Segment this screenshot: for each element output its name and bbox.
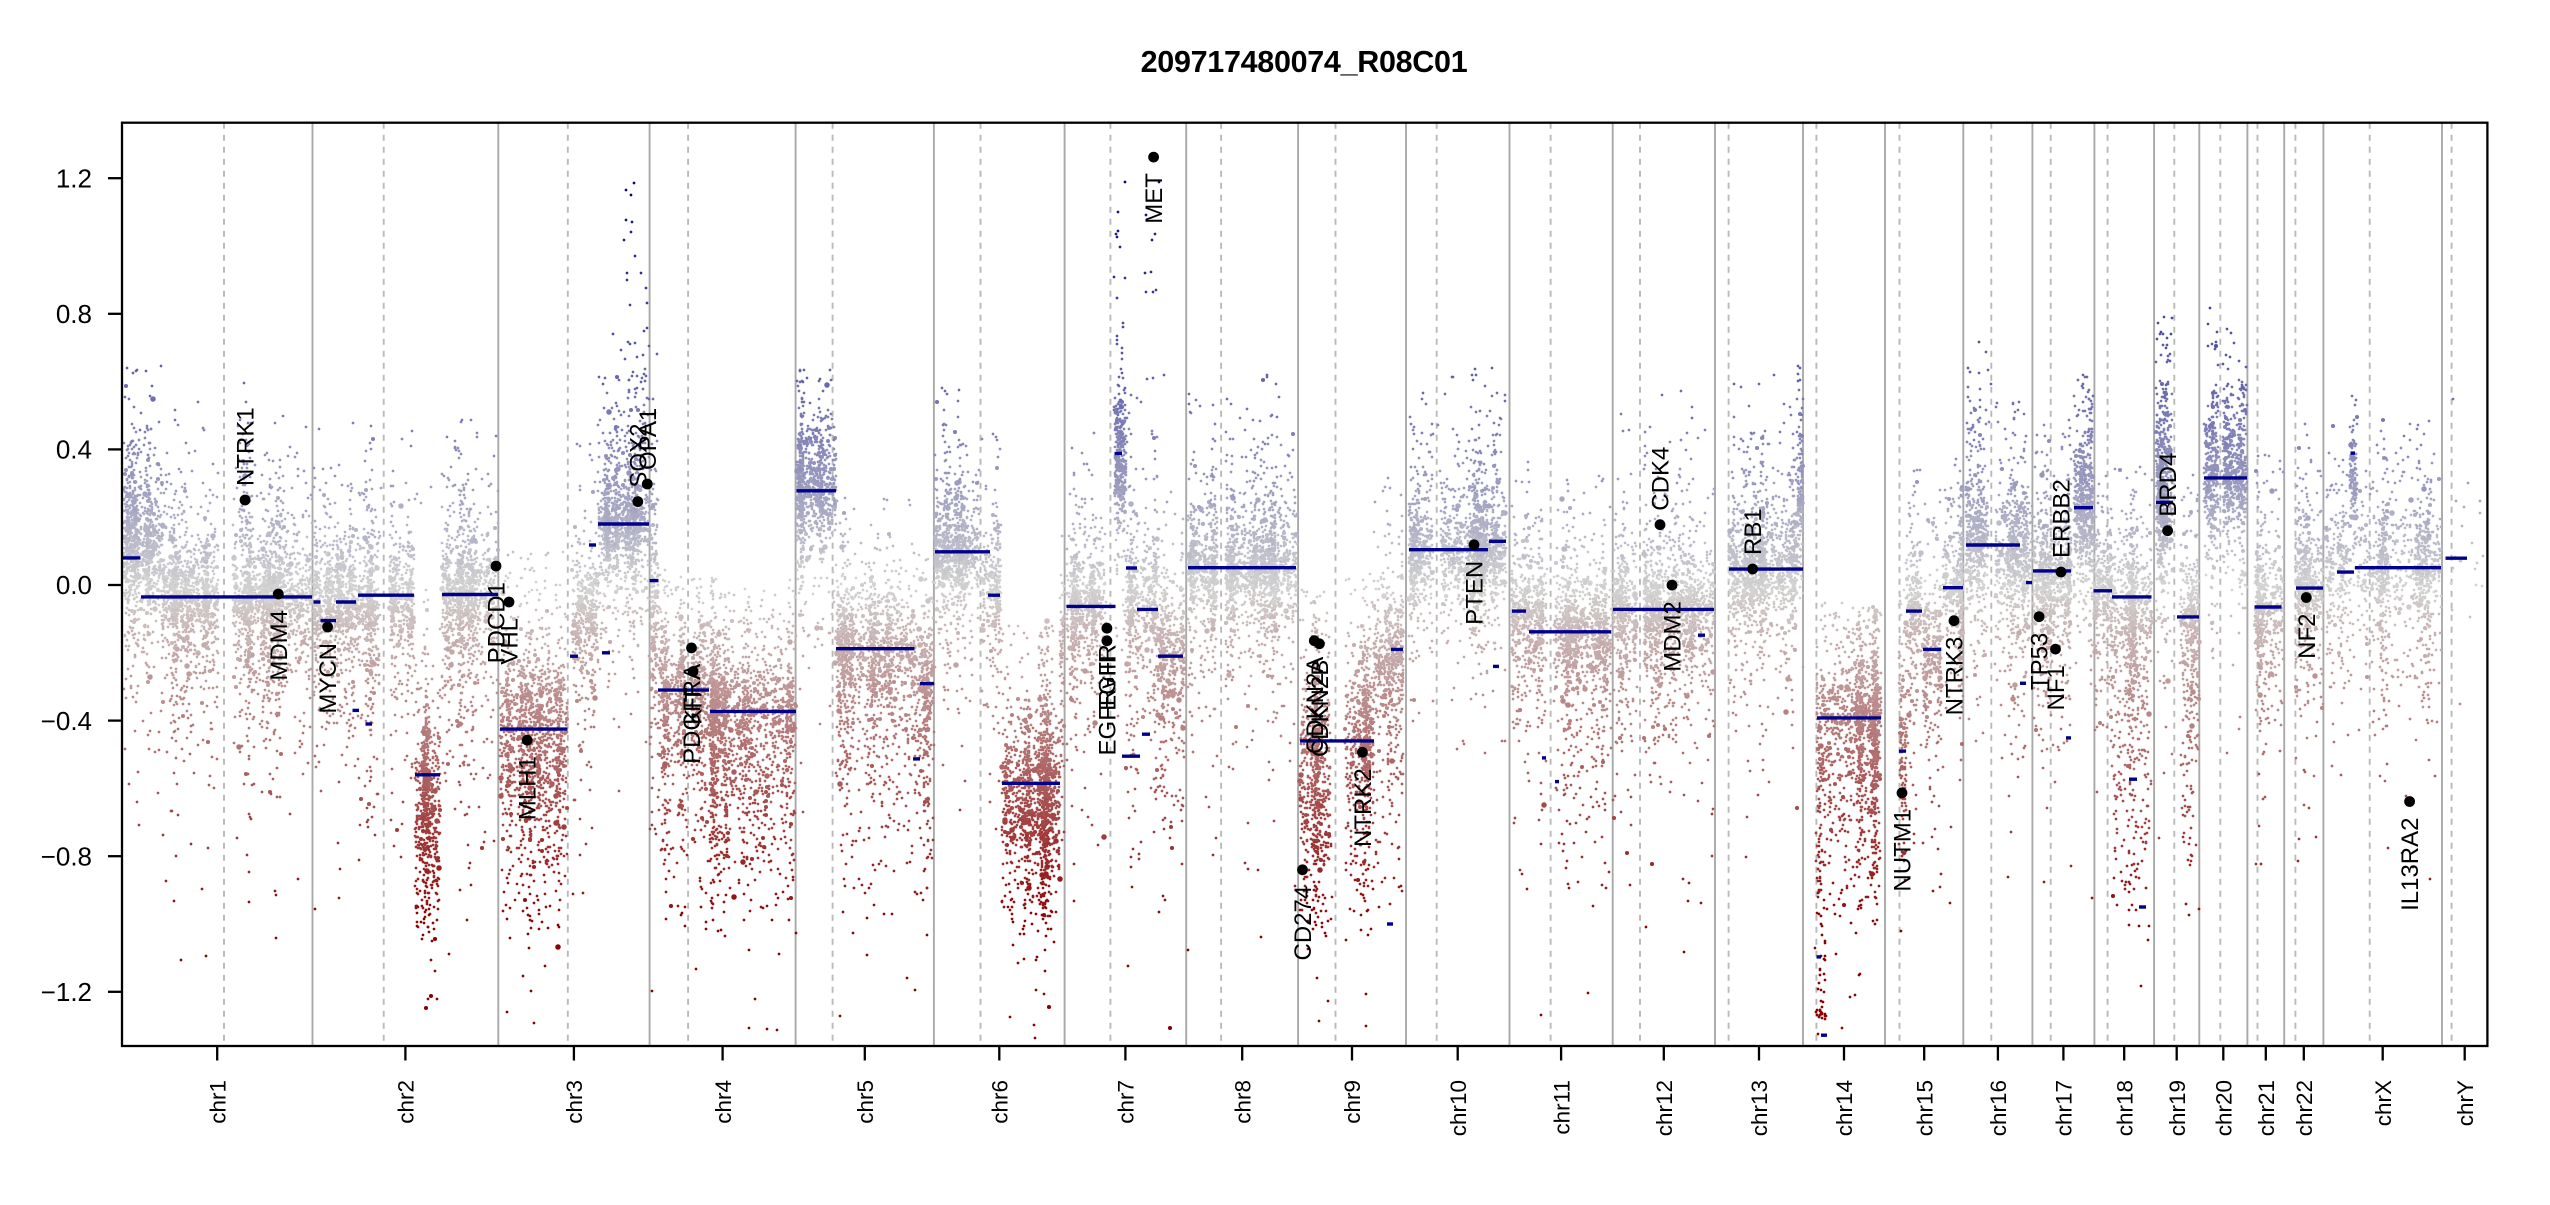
svg-text:chr11: chr11 <box>1549 1080 1574 1135</box>
svg-text:0.0: 0.0 <box>56 570 92 600</box>
svg-text:NF2: NF2 <box>2294 614 2321 659</box>
svg-text:ERBB2: ERBB2 <box>2049 479 2076 558</box>
svg-text:chr20: chr20 <box>2212 1080 2237 1136</box>
svg-text:CDKN2B: CDKN2B <box>1307 660 1334 757</box>
svg-text:MET: MET <box>1141 173 1168 224</box>
svg-text:NTRK2: NTRK2 <box>1350 768 1377 847</box>
svg-text:SOX2: SOX2 <box>625 424 652 488</box>
svg-text:MYCN: MYCN <box>315 643 342 714</box>
svg-text:PDCD1: PDCD1 <box>484 582 511 663</box>
svg-text:EGFRvIII: EGFRvIII <box>1094 657 1121 756</box>
svg-text:chr16: chr16 <box>1986 1080 2011 1136</box>
svg-text:chr22: chr22 <box>2292 1080 2317 1136</box>
svg-text:MDM2: MDM2 <box>1660 601 1687 672</box>
svg-text:chr9: chr9 <box>1340 1080 1365 1124</box>
svg-text:chrY: chrY <box>2453 1080 2478 1126</box>
svg-text:chr21: chr21 <box>2254 1080 2279 1136</box>
svg-text:chr15: chr15 <box>1912 1080 1937 1136</box>
svg-text:chr17: chr17 <box>2052 1080 2077 1136</box>
svg-text:PDGFRA: PDGFRA <box>679 664 706 764</box>
svg-text:NTRK3: NTRK3 <box>1942 637 1969 716</box>
svg-text:NTRK1: NTRK1 <box>233 407 260 486</box>
svg-text:MLH1: MLH1 <box>515 756 542 820</box>
svg-text:0.4: 0.4 <box>56 435 92 465</box>
svg-text:TP53: TP53 <box>2027 633 2054 690</box>
svg-text:chr2: chr2 <box>394 1080 419 1124</box>
svg-text:chr14: chr14 <box>1832 1080 1857 1136</box>
svg-text:CD274: CD274 <box>1290 886 1317 961</box>
svg-text:chrX: chrX <box>2371 1080 2396 1126</box>
svg-text:IL13RA2: IL13RA2 <box>2397 818 2424 911</box>
svg-text:−0.8: −0.8 <box>41 841 92 871</box>
svg-text:−1.2: −1.2 <box>41 977 92 1007</box>
svg-text:chr19: chr19 <box>2165 1080 2190 1136</box>
svg-text:NUTM1: NUTM1 <box>1890 809 1917 892</box>
svg-text:CDK4: CDK4 <box>1648 447 1675 511</box>
svg-text:chr18: chr18 <box>2112 1080 2137 1136</box>
svg-text:chr7: chr7 <box>1114 1080 1139 1124</box>
svg-text:chr4: chr4 <box>711 1080 736 1124</box>
svg-text:209717480074_R08C01: 209717480074_R08C01 <box>1141 45 1468 79</box>
svg-text:chr5: chr5 <box>853 1080 878 1124</box>
svg-text:VHL: VHL <box>497 618 524 665</box>
svg-text:chr3: chr3 <box>562 1080 587 1124</box>
svg-text:BRD4: BRD4 <box>2155 453 2182 517</box>
svg-text:chr13: chr13 <box>1747 1080 1772 1136</box>
svg-text:chr10: chr10 <box>1446 1080 1471 1136</box>
svg-text:KIT: KIT <box>681 687 708 725</box>
svg-text:1.2: 1.2 <box>56 163 92 193</box>
svg-text:NF1: NF1 <box>2043 665 2070 710</box>
svg-text:RB1: RB1 <box>1740 508 1767 555</box>
svg-text:0.8: 0.8 <box>56 299 92 329</box>
svg-text:CDKN2A: CDKN2A <box>1302 657 1329 754</box>
svg-text:−0.4: −0.4 <box>41 706 92 736</box>
svg-text:OPA1: OPA1 <box>635 408 662 470</box>
svg-text:chr1: chr1 <box>205 1080 230 1124</box>
svg-text:PTEN: PTEN <box>1462 561 1489 625</box>
svg-text:MDM4: MDM4 <box>266 610 293 681</box>
svg-text:EGFR: EGFR <box>1094 644 1121 711</box>
svg-text:chr6: chr6 <box>988 1080 1013 1124</box>
svg-text:chr8: chr8 <box>1230 1080 1255 1124</box>
svg-text:chr12: chr12 <box>1652 1080 1677 1136</box>
